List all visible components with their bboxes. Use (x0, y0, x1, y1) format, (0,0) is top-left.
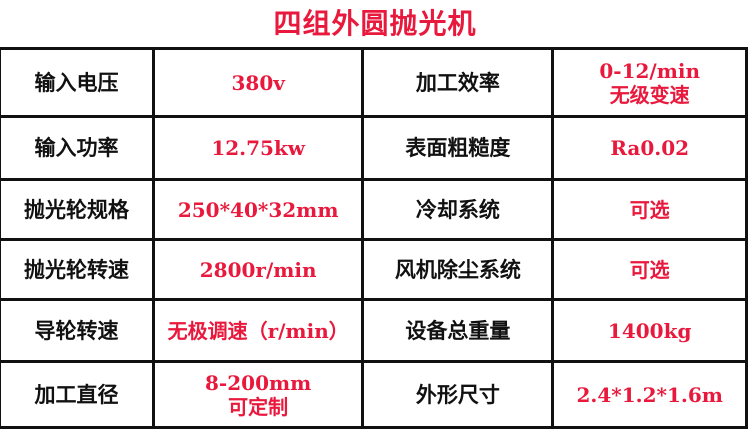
spec-label: 导轮转速 (0, 298, 155, 363)
table-row: 抛光轮规格 250*40*32mm 冷却系统 可选 (0, 178, 748, 241)
spec-value: 2.4*1.2*1.6m (551, 360, 748, 429)
spec-label: 外形尺寸 (361, 360, 555, 429)
spec-value: 250*40*32mm (151, 178, 365, 241)
table-row: 输入功率 12.75kw 表面粗糙度 Ra0.02 (0, 115, 748, 181)
spec-value: 380v (151, 47, 365, 118)
spec-label: 加工直径 (0, 360, 155, 429)
spec-label: 抛光轮转速 (0, 238, 155, 301)
spec-label: 输入电压 (0, 47, 155, 118)
spec-value: 可选 (551, 178, 748, 241)
spec-value: 无极调速（r/min） (151, 298, 365, 363)
spec-label: 冷却系统 (361, 178, 555, 241)
spec-value: 12.75kw (151, 115, 365, 181)
spec-label: 输入功率 (0, 115, 155, 181)
spec-value: 2800r/min (151, 238, 365, 301)
spec-label: 表面粗糙度 (361, 115, 555, 181)
page-title: 四组外圆抛光机 (273, 7, 477, 40)
spec-value: 8-200mm 可定制 (151, 360, 365, 429)
table-row: 抛光轮转速 2800r/min 风机除尘系统 可选 (0, 238, 748, 301)
spec-value: 可选 (551, 238, 748, 301)
spec-label: 抛光轮规格 (0, 178, 155, 241)
spec-table: 输入电压 380v 加工效率 0-12/min 无级变速 输入功率 12.75kw 表面粗糙度… (0, 47, 748, 429)
table-row: 加工直径 8-200mm 可定制 外形尺寸 2.4*1.2*1.6m (0, 360, 748, 429)
table-row: 输入电压 380v 加工效率 0-12/min 无级变速 (0, 47, 748, 118)
spec-value: 1400kg (551, 298, 748, 363)
spec-label: 风机除尘系统 (361, 238, 555, 301)
spec-value: 0-12/min 无级变速 (551, 47, 748, 118)
spec-label: 加工效率 (361, 47, 555, 118)
spec-value: Ra0.02 (551, 115, 748, 181)
table-row: 导轮转速 无极调速（r/min） 设备总重量 1400kg (0, 298, 748, 363)
spec-label: 设备总重量 (361, 298, 555, 363)
